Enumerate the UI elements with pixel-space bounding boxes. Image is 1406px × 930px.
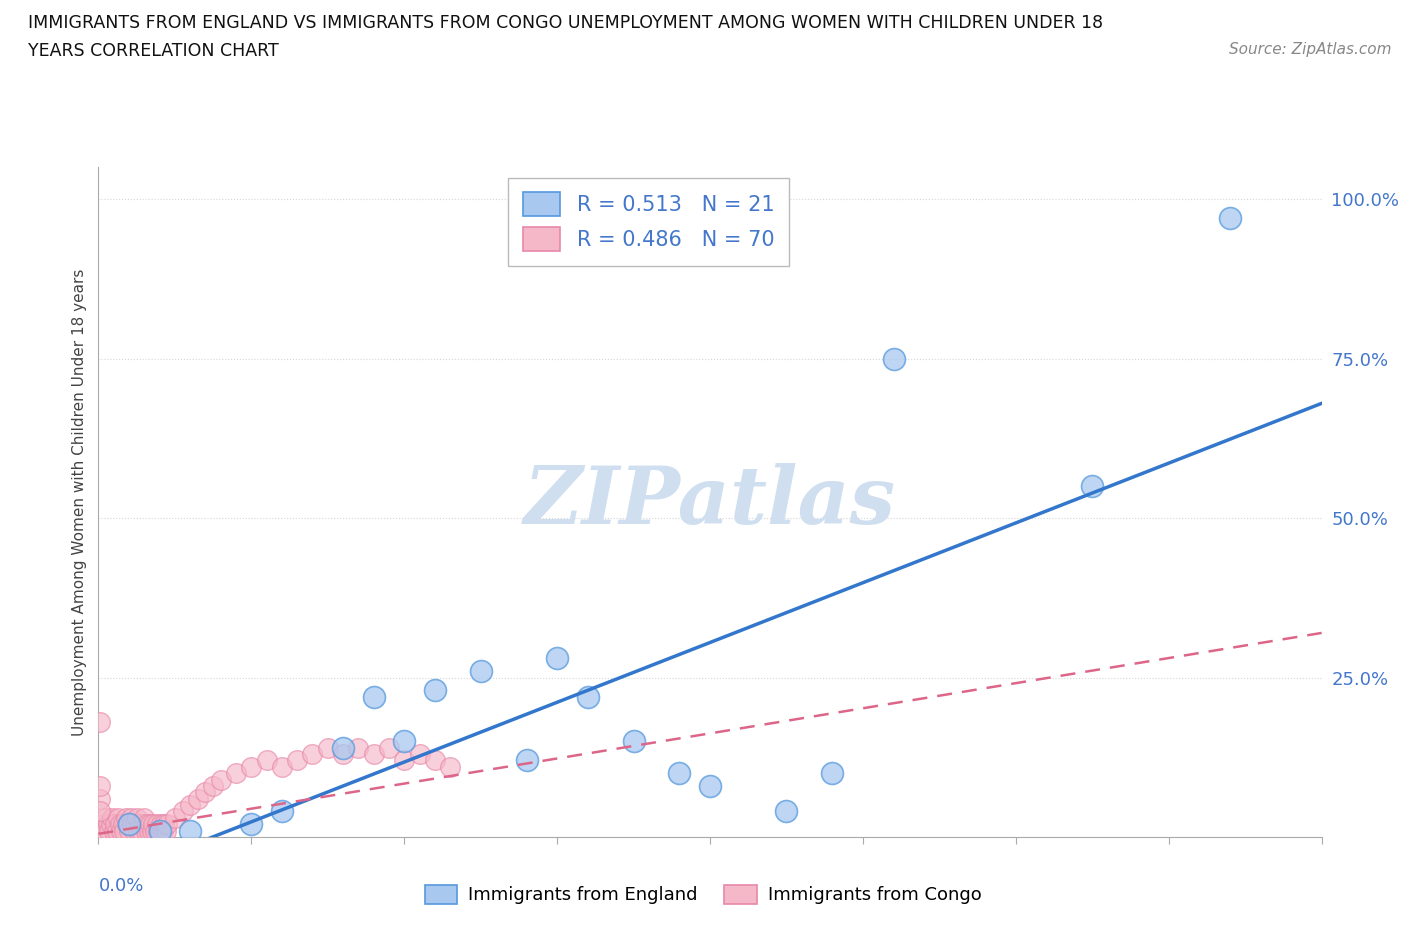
Point <box>883 352 905 366</box>
Point <box>316 740 339 755</box>
Point <box>89 715 111 730</box>
Text: 0.0%: 0.0% <box>98 877 143 896</box>
Point <box>129 823 152 838</box>
Point <box>127 823 149 838</box>
Point <box>392 734 416 749</box>
Point <box>172 804 194 819</box>
Point <box>270 804 294 819</box>
Point <box>1219 211 1241 226</box>
Point <box>89 791 111 806</box>
Point <box>775 804 797 819</box>
Point <box>1081 479 1104 494</box>
Point <box>138 823 160 838</box>
Point <box>516 753 538 768</box>
Point <box>152 823 174 838</box>
Point <box>699 778 721 793</box>
Point <box>111 817 134 831</box>
Point <box>105 823 128 838</box>
Point <box>194 785 217 800</box>
Point <box>187 791 209 806</box>
Point <box>270 760 294 775</box>
Point <box>117 817 139 831</box>
Legend: Immigrants from England, Immigrants from Congo: Immigrants from England, Immigrants from… <box>418 877 988 911</box>
Point <box>135 823 157 838</box>
Point <box>118 823 141 838</box>
Point <box>145 817 167 831</box>
Point <box>202 778 225 793</box>
Point <box>347 740 370 755</box>
Legend: R = 0.513   N = 21, R = 0.486   N = 70: R = 0.513 N = 21, R = 0.486 N = 70 <box>509 178 789 266</box>
Point <box>121 817 143 831</box>
Point <box>104 817 127 831</box>
Point <box>285 753 308 768</box>
Point <box>546 651 568 666</box>
Point <box>101 810 124 825</box>
Point <box>153 817 176 831</box>
Point <box>363 689 385 704</box>
Point <box>240 817 263 831</box>
Point <box>150 817 173 831</box>
Point <box>89 804 111 819</box>
Text: ZIPatlas: ZIPatlas <box>524 463 896 541</box>
Point <box>256 753 278 768</box>
Point <box>240 760 263 775</box>
Point <box>209 772 232 787</box>
Point <box>423 753 446 768</box>
Point <box>146 823 169 838</box>
Point <box>332 747 354 762</box>
Point <box>134 810 156 825</box>
Point <box>143 823 166 838</box>
Point <box>94 810 117 825</box>
Point <box>103 823 125 838</box>
Point <box>179 823 201 838</box>
Point <box>89 778 111 793</box>
Point <box>576 689 599 704</box>
Point <box>821 765 844 780</box>
Point <box>439 760 461 775</box>
Text: IMMIGRANTS FROM ENGLAND VS IMMIGRANTS FROM CONGO UNEMPLOYMENT AMONG WOMEN WITH C: IMMIGRANTS FROM ENGLAND VS IMMIGRANTS FR… <box>28 14 1104 32</box>
Point <box>301 747 323 762</box>
Point <box>668 765 690 780</box>
Point <box>623 734 645 749</box>
Point <box>392 753 416 768</box>
Point <box>98 823 121 838</box>
Y-axis label: Unemployment Among Women with Children Under 18 years: Unemployment Among Women with Children U… <box>72 269 87 736</box>
Point <box>100 817 122 831</box>
Point <box>122 823 145 838</box>
Point <box>139 817 162 831</box>
Point <box>90 823 112 838</box>
Point <box>107 810 129 825</box>
Point <box>136 817 159 831</box>
Text: Source: ZipAtlas.com: Source: ZipAtlas.com <box>1229 42 1392 57</box>
Point <box>470 664 492 679</box>
Text: YEARS CORRELATION CHART: YEARS CORRELATION CHART <box>28 42 278 60</box>
Point <box>155 823 177 838</box>
Point <box>363 747 385 762</box>
Point <box>124 817 146 831</box>
Point <box>108 817 131 831</box>
Point <box>93 823 115 838</box>
Point <box>128 817 150 831</box>
Point <box>142 817 165 831</box>
Point <box>423 683 446 698</box>
Point <box>408 747 430 762</box>
Point <box>97 817 120 831</box>
Point <box>332 740 354 755</box>
Point <box>125 810 148 825</box>
Point <box>118 817 141 831</box>
Point <box>378 740 401 755</box>
Point <box>91 817 114 831</box>
Point <box>156 817 179 831</box>
Point <box>115 810 138 825</box>
Point <box>110 823 132 838</box>
Point <box>179 798 201 813</box>
Point <box>149 823 172 838</box>
Point <box>132 817 155 831</box>
Point <box>120 810 142 825</box>
Point <box>141 823 163 838</box>
Point <box>112 823 135 838</box>
Point <box>149 823 172 838</box>
Point <box>225 765 247 780</box>
Point <box>163 810 186 825</box>
